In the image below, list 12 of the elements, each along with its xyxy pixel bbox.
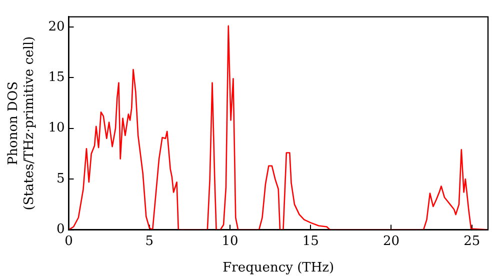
y-axis-title: Phonon DOS (States/THz·primitive cell) xyxy=(6,36,37,210)
y-tick-label: 5 xyxy=(56,171,65,186)
x-tick-label: 5 xyxy=(145,234,154,249)
x-tick-label: 10 xyxy=(222,234,238,249)
x-tick-label: 20 xyxy=(382,234,400,249)
y-tick-label: 10 xyxy=(48,120,65,136)
y-tick-label: 15 xyxy=(48,70,65,86)
x-tick-label: 15 xyxy=(302,234,319,249)
x-tick-label: 25 xyxy=(464,234,480,249)
y-tick-label: 0 xyxy=(56,222,65,238)
x-axis-title: Frequency (THz) xyxy=(222,260,334,276)
y-tick-label: 20 xyxy=(48,19,65,34)
